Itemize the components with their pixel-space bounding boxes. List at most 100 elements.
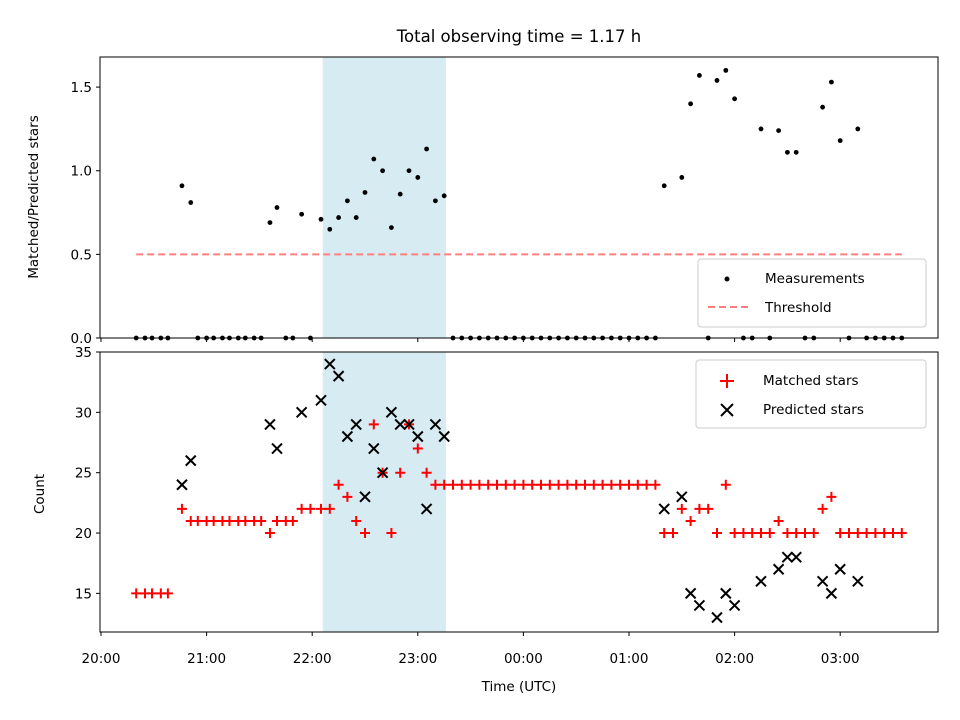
predicted-star-point bbox=[684, 587, 697, 600]
predicted-star-point bbox=[852, 575, 864, 588]
matched-star-point bbox=[738, 528, 749, 539]
predicted-star-point bbox=[185, 454, 197, 467]
measurement-point bbox=[415, 175, 421, 180]
observing-window-shade bbox=[322, 57, 446, 338]
chart-title: Total observing time = 1.17 h bbox=[396, 27, 641, 46]
matched-star-point bbox=[421, 467, 432, 478]
matched-star-point bbox=[342, 491, 353, 502]
measurement-point bbox=[318, 216, 324, 222]
matched-star-point bbox=[896, 528, 907, 539]
predicted-star-point bbox=[429, 418, 442, 431]
measurement-point bbox=[820, 104, 825, 110]
measurement-point bbox=[353, 215, 359, 220]
matched-star-point bbox=[518, 479, 529, 490]
measurement-point bbox=[829, 79, 834, 85]
x-axis-label: Time (UTC) bbox=[481, 679, 557, 695]
measurement-point bbox=[758, 126, 764, 132]
matched-star-point bbox=[588, 479, 599, 490]
matched-star-point bbox=[483, 479, 494, 490]
x-tick-label: 00:00 bbox=[504, 651, 543, 667]
predicted-star-point bbox=[755, 575, 767, 588]
count-y-tick-label: 20 bbox=[75, 526, 92, 542]
matched-star-point bbox=[224, 515, 235, 526]
ratio-y-tick-label: 0.5 bbox=[71, 247, 92, 263]
matched-star-point bbox=[659, 528, 670, 539]
matched-star-point bbox=[861, 528, 872, 539]
matched-star-point bbox=[641, 479, 652, 490]
matched-star-point bbox=[870, 528, 881, 539]
legend-matched-label: Matched stars bbox=[763, 373, 859, 389]
measurement-point bbox=[688, 101, 693, 107]
predicted-star-point bbox=[816, 575, 829, 588]
matched-star-point bbox=[580, 479, 590, 490]
predicted-star-point bbox=[359, 491, 371, 503]
matched-star-point bbox=[879, 528, 890, 539]
matched-star-point bbox=[650, 479, 661, 490]
matched-star-point bbox=[782, 528, 793, 539]
matched-star-point bbox=[448, 479, 458, 490]
matched-star-point bbox=[240, 515, 251, 526]
measurement-point bbox=[697, 72, 702, 78]
x-tick-label: 23:00 bbox=[398, 651, 437, 667]
matched-star-point bbox=[562, 479, 573, 490]
predicted-star-point bbox=[420, 503, 433, 515]
matched-star-point bbox=[764, 528, 775, 539]
matched-star-point bbox=[888, 528, 898, 539]
measurement-point bbox=[299, 211, 305, 217]
measurement-point bbox=[776, 128, 781, 133]
predicted-star-point bbox=[324, 358, 336, 370]
matched-star-point bbox=[192, 515, 203, 526]
matched-star-point bbox=[712, 528, 722, 539]
count-axes-frame bbox=[99, 351, 939, 633]
matched-star-point bbox=[162, 588, 173, 599]
matched-star-point bbox=[844, 528, 854, 539]
count-marks bbox=[131, 358, 907, 624]
matched-star-point bbox=[720, 479, 731, 490]
matched-star-point bbox=[324, 503, 335, 514]
matched-star-point bbox=[694, 503, 705, 514]
matched-star-point bbox=[296, 503, 307, 514]
ratio-subplot: 0.0 0.5 1.0 1.5 Total observing time = 1.17… bbox=[26, 27, 939, 347]
x-tick-label: 20:00 bbox=[82, 651, 121, 667]
predicted-star-point bbox=[271, 442, 283, 455]
matched-star-point bbox=[632, 479, 643, 490]
matched-star-point bbox=[553, 479, 564, 490]
matched-star-point bbox=[333, 479, 344, 490]
legend-measurements-label: Measurements bbox=[765, 271, 865, 287]
ratio-legend: Measurements Threshold bbox=[697, 258, 927, 328]
matched-star-point bbox=[668, 528, 678, 539]
predicted-star-point bbox=[720, 587, 732, 600]
x-tick-label: 22:00 bbox=[293, 651, 332, 667]
legend-measurements-marker bbox=[724, 276, 730, 282]
matched-star-point bbox=[465, 479, 476, 490]
matched-star-point bbox=[773, 515, 784, 526]
matched-star-point bbox=[808, 528, 819, 539]
x-tick-label: 03:00 bbox=[821, 651, 860, 667]
ratio-y-tick-label: 1.5 bbox=[71, 80, 92, 96]
count-y-tick-label: 25 bbox=[75, 466, 92, 482]
matched-star-point bbox=[395, 467, 406, 478]
measurement-point bbox=[327, 226, 333, 232]
measurement-point bbox=[793, 149, 799, 155]
matched-star-point bbox=[729, 528, 740, 539]
x-tick-label: 01:00 bbox=[610, 651, 649, 667]
matched-star-point bbox=[676, 503, 687, 514]
ratio-y-tick-label: 1.0 bbox=[71, 164, 92, 180]
predicted-star-point bbox=[350, 418, 362, 431]
predicted-star-point bbox=[264, 418, 276, 431]
x-tick-label: 02:00 bbox=[715, 651, 754, 667]
count-y-tick-label: 15 bbox=[75, 586, 92, 602]
matched-star-point bbox=[826, 491, 837, 502]
count-y-tick-label: 30 bbox=[75, 405, 92, 421]
matched-star-point bbox=[208, 515, 219, 526]
legend-predicted-label: Predicted stars bbox=[763, 402, 864, 418]
predicted-star-point bbox=[693, 599, 706, 612]
matched-star-point bbox=[272, 515, 282, 526]
matched-star-point bbox=[264, 528, 275, 539]
ratio-axes-frame bbox=[99, 56, 939, 339]
matched-star-point bbox=[176, 503, 187, 514]
matched-star-point bbox=[756, 528, 766, 539]
predicted-star-point bbox=[438, 430, 450, 443]
measurement-point bbox=[371, 156, 377, 162]
